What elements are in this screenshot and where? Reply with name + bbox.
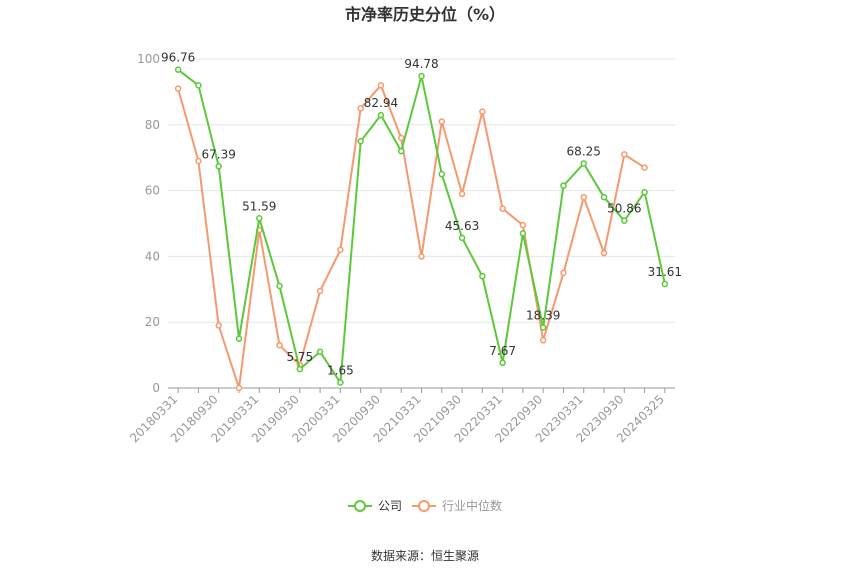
data-point (621, 217, 628, 224)
data-point (438, 170, 446, 178)
data-label: 1.65 (327, 364, 354, 378)
data-point (499, 359, 506, 367)
data-point (377, 111, 385, 119)
data-point (377, 82, 385, 89)
y-tick-label: 0 (152, 381, 160, 395)
data-label: 18.39 (526, 308, 560, 322)
data-point (580, 160, 587, 167)
data-point (458, 234, 466, 242)
data-point (174, 85, 182, 92)
data-label: 67.39 (202, 147, 236, 161)
data-point (195, 157, 202, 165)
data-label: 94.78 (404, 57, 438, 71)
data-point (337, 379, 344, 386)
data-point (499, 205, 506, 212)
data-point (479, 108, 486, 115)
data-point (357, 105, 364, 112)
data-point (397, 134, 405, 142)
data-point (641, 188, 648, 196)
data-label: 50.86 (607, 202, 641, 216)
data-label: 5.75 (286, 350, 313, 364)
data-point (316, 287, 324, 295)
data-point (560, 182, 567, 189)
data-point (397, 147, 405, 155)
legend: 公司 行业中位数 (348, 498, 502, 513)
data-point (276, 282, 283, 290)
data-label: 96.76 (161, 51, 195, 65)
data-label: 31.61 (648, 265, 682, 279)
data-point (600, 193, 608, 201)
data-point (458, 190, 466, 198)
series-line-industry (177, 84, 646, 389)
legend-marker (354, 500, 366, 512)
y-tick-label: 80 (145, 118, 160, 132)
series-lines (174, 66, 669, 392)
data-point (418, 253, 425, 260)
data-label: 45.63 (445, 219, 479, 233)
data-point (256, 215, 263, 222)
y-tick-label: 60 (145, 184, 160, 198)
data-point (337, 246, 344, 254)
data-point (235, 335, 243, 342)
data-point (600, 249, 608, 257)
data-point (215, 322, 222, 329)
y-tick-label: 40 (145, 249, 160, 263)
data-point (235, 384, 243, 392)
data-label: 7.67 (489, 344, 516, 358)
series-line-company (177, 68, 666, 384)
data-point (215, 163, 222, 170)
data-label: 68.25 (567, 144, 601, 158)
data-point (519, 230, 527, 237)
y-tick-label: 20 (145, 315, 160, 329)
y-tick-label: 100 (137, 52, 160, 66)
legend-marker (418, 500, 430, 512)
legend-label: 公司 (378, 499, 402, 513)
data-point (539, 337, 547, 344)
legend-item-industry: 行业中位数 (412, 498, 502, 513)
data-point (580, 193, 587, 201)
data-point (539, 324, 547, 331)
data-point (316, 348, 324, 356)
data-labels: 96.76 67.39 51.59 5.75 1.65 82.94 94.78 45.63 7.… (161, 51, 682, 378)
legend-label: 行业中位数 (442, 498, 502, 513)
data-point (276, 341, 283, 349)
data-point (438, 118, 446, 125)
data-point (641, 164, 648, 171)
data-point (296, 365, 304, 373)
data-point (621, 151, 628, 158)
data-point (661, 280, 669, 288)
legend-item-company: 公司 (348, 499, 402, 513)
source-note: 数据来源：恒生聚源 (371, 548, 479, 563)
chart-title: 市净率历史分位（%） (345, 5, 505, 24)
data-point (195, 82, 202, 89)
data-label: 51.59 (242, 199, 276, 213)
data-point (357, 138, 364, 145)
data-point (418, 72, 425, 80)
data-label: 82.94 (364, 96, 398, 110)
data-point (479, 272, 486, 280)
data-point (560, 269, 567, 277)
data-point (519, 221, 527, 229)
data-point (174, 66, 182, 73)
